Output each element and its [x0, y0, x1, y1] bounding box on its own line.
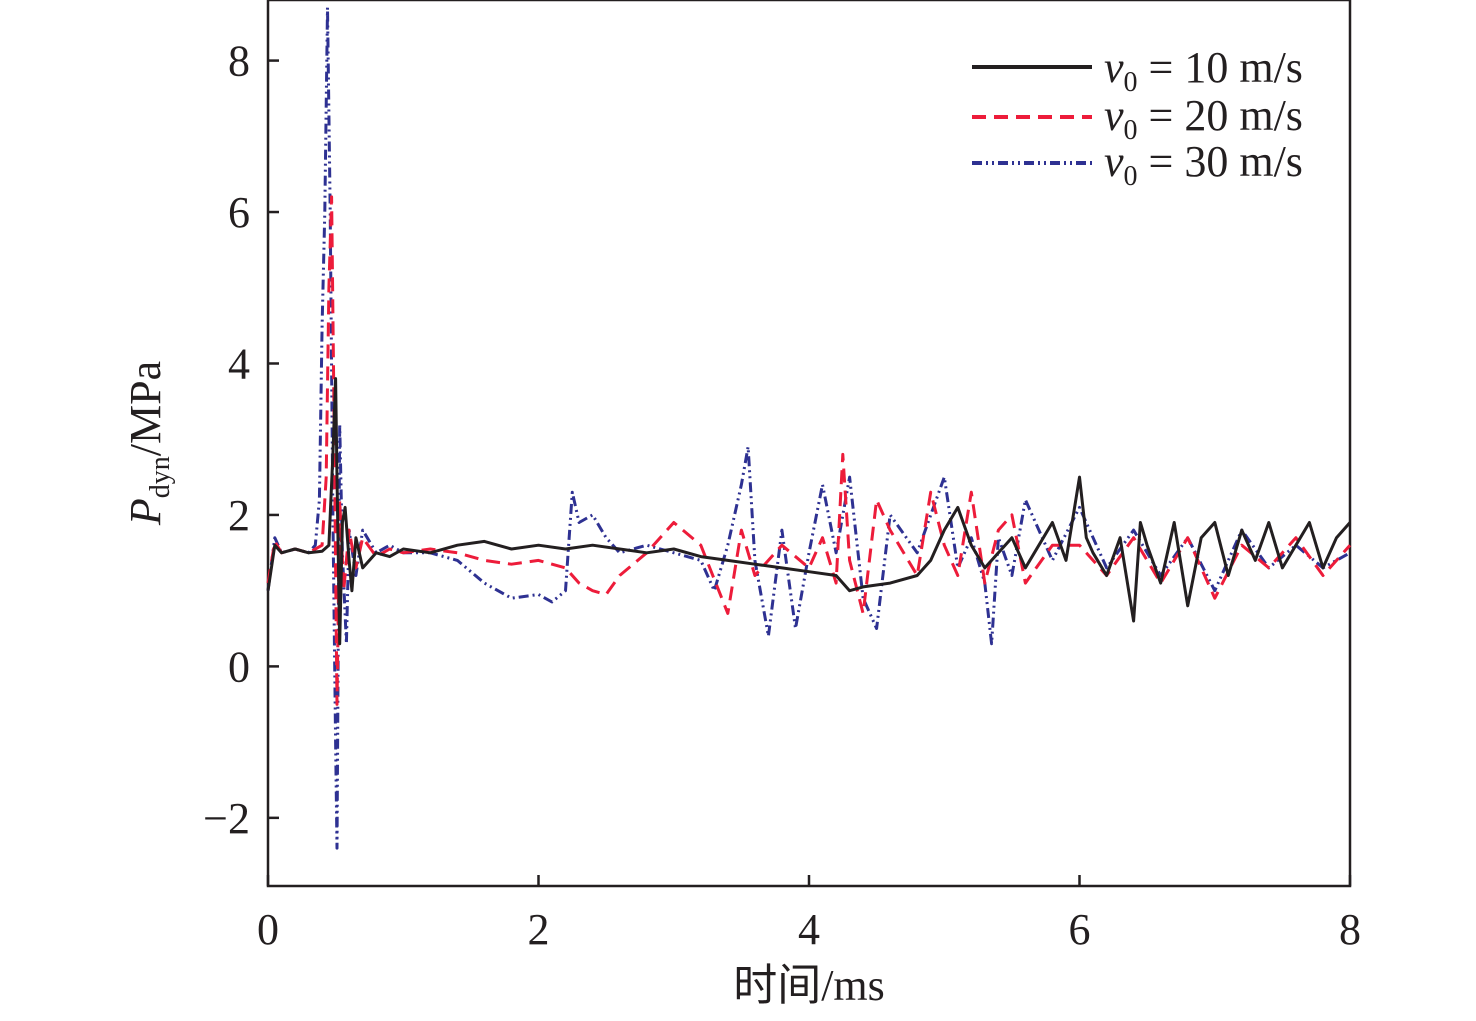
legend: v0 = 10 m/s v0 = 20 m/s v0 = 30 m/s	[972, 43, 1303, 192]
y-axis-title: Pdyn/MPa	[121, 361, 176, 526]
x-tick-label: 2	[528, 905, 550, 954]
legend-text: = 10 m/s	[1138, 43, 1303, 92]
legend-text: = 30 m/s	[1138, 137, 1303, 186]
legend-subscript: 0	[1124, 115, 1138, 146]
series-line-2	[266, 195, 1352, 706]
legend-label-10: v0 = 10 m/s	[1104, 43, 1303, 98]
series-line-3	[266, 6, 1351, 850]
legend-symbol: v	[1104, 91, 1124, 140]
x-tick-label: 4	[798, 905, 820, 954]
legend-label-20: v0 = 20 m/s	[1104, 91, 1303, 146]
x-tick-label: 6	[1069, 905, 1091, 954]
series-line-1	[266, 377, 1352, 646]
legend-symbol: v	[1104, 43, 1124, 92]
y-tick-label: 0	[228, 642, 250, 691]
x-axis-title: 时间/ms	[733, 961, 885, 1010]
y-axis-symbol: P	[121, 498, 170, 526]
y-tick-label: −2	[203, 794, 250, 843]
legend-symbol: v	[1104, 137, 1124, 186]
legend-subscript: 0	[1124, 161, 1138, 192]
y-tick-label: 6	[228, 188, 250, 237]
legend-text: = 20 m/s	[1138, 91, 1303, 140]
x-tick-label: 0	[257, 905, 279, 954]
y-axis-subscript: dyn	[145, 456, 176, 498]
y-tick-label: 4	[228, 339, 250, 388]
y-axis-unit: /MPa	[121, 361, 170, 456]
x-axis-ticks: 0 2 4 6 8	[257, 875, 1361, 954]
series-layer	[266, 6, 1352, 850]
y-axis-ticks: −2 0 2 4 6 8	[203, 37, 279, 843]
x-tick-label: 8	[1339, 905, 1361, 954]
legend-subscript: 0	[1124, 67, 1138, 98]
y-tick-label: 2	[228, 491, 250, 540]
legend-label-30: v0 = 30 m/s	[1104, 137, 1303, 192]
y-tick-label: 8	[228, 37, 250, 86]
